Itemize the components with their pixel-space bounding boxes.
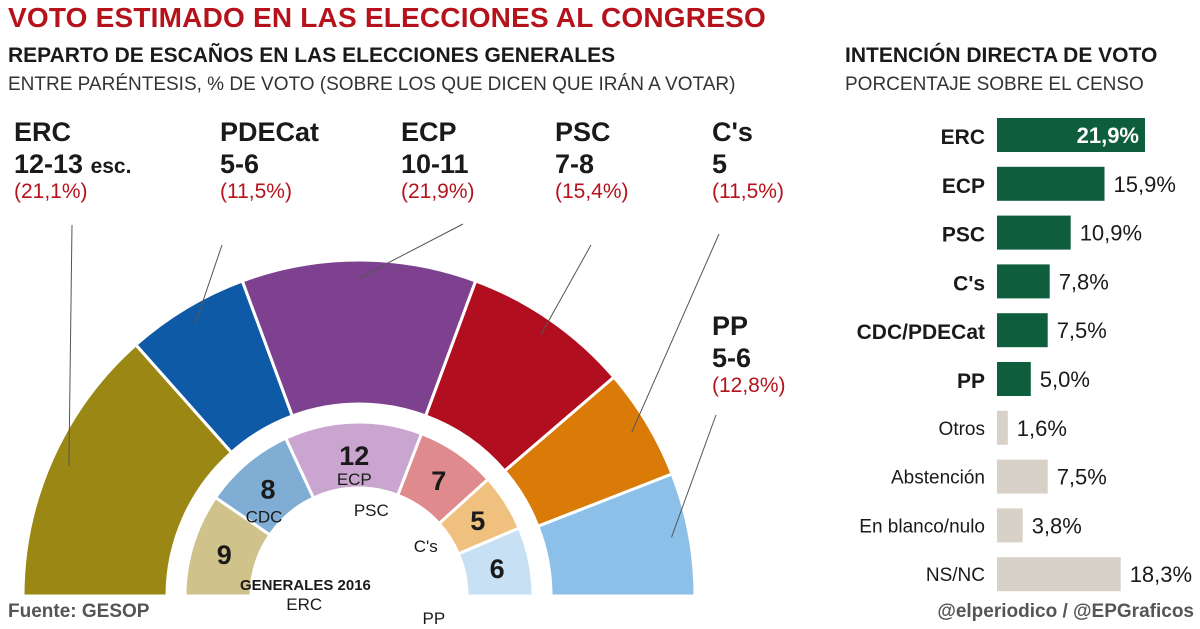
seats-2016-value-erc: 9 xyxy=(217,540,232,570)
party-label-pp: PP 5-6 (12,8%) xyxy=(712,311,786,399)
bar-label-erc: ERC xyxy=(941,126,985,149)
bar-c-s xyxy=(997,264,1050,299)
party-label-erc: ERC 12-13 esc. (21,1%) xyxy=(14,117,131,205)
bar-label-c-s: C's xyxy=(953,272,985,295)
leader-line-pp xyxy=(671,414,717,538)
bar-label-otros: Otros xyxy=(939,419,985,440)
party-name: PP xyxy=(712,311,749,341)
bar-label-pp: PP xyxy=(957,370,985,393)
bar-ns-nc xyxy=(997,557,1121,592)
seats-panel-title: REPARTO DE ESCAÑOS EN LAS ELECCIONES GEN… xyxy=(8,44,616,67)
party-seats: 10-11 xyxy=(401,148,469,179)
party-seats: 7-8 xyxy=(555,148,595,179)
bar-value-ecp: 15,9% xyxy=(1114,172,1176,197)
bar-value-erc: 21,9% xyxy=(1077,123,1139,148)
bar-value-c-s: 7,8% xyxy=(1059,269,1109,294)
party-2016-label-ecp: ECP xyxy=(337,470,372,489)
party-2016-label-c-s: C's xyxy=(414,537,438,556)
seats-2016-value-ecp: 12 xyxy=(339,441,369,471)
party-label-ecp: ECP 10-11 (21,9%) xyxy=(401,117,475,205)
bar-pp xyxy=(997,362,1031,396)
bar-erc xyxy=(997,118,1145,152)
party-vote-pct: (21,1%) xyxy=(14,180,88,204)
seats-value: 12-13 xyxy=(14,148,84,179)
bar-ecp xyxy=(997,166,1105,201)
party-seats: 5-6 xyxy=(220,148,260,179)
party-name: PSC xyxy=(555,117,611,147)
bar-label-cdc-pdecat: CDC/PDECat xyxy=(857,321,985,344)
party-label-cs: C's 5 (11,5%) xyxy=(712,117,784,205)
seats-2016-value-cdc: 8 xyxy=(260,474,275,504)
party-vote-pct: (12,8%) xyxy=(712,374,786,398)
seats-2016-value-c-s: 5 xyxy=(470,506,485,536)
party-seats: 5-6 xyxy=(712,342,752,373)
vote-panel-subtitle: PORCENTAJE SOBRE EL CENSO xyxy=(845,74,1144,95)
bar-value-ns-nc: 18,3% xyxy=(1130,562,1192,587)
party-2016-label-cdc: CDC xyxy=(246,507,283,526)
party-name: ECP xyxy=(401,117,457,147)
leader-line-psc xyxy=(540,244,592,336)
bar-cdc-pdecat xyxy=(997,313,1048,348)
bar-label-ns-nc: NS/NC xyxy=(926,565,985,586)
bar-otros xyxy=(997,410,1008,445)
party-seats: 5 xyxy=(712,148,728,179)
party-seats: 12-13 esc. xyxy=(14,149,131,181)
leader-line-pdecat xyxy=(194,244,223,324)
leader-line-erc xyxy=(68,224,73,466)
source-note: Fuente: GESOP xyxy=(8,601,150,622)
seats-panel-subtitle: ENTRE PARÉNTESIS, % DE VOTO (SOBRE LOS Q… xyxy=(8,74,736,95)
bar-label-abstenci-n: Abstención xyxy=(891,468,985,489)
bar-value-cdc-pdecat: 7,5% xyxy=(1057,318,1107,343)
seat-arc-pp xyxy=(535,472,697,598)
party-name: ERC xyxy=(14,117,72,147)
party-label-psc: PSC 7-8 (15,4%) xyxy=(555,117,629,205)
seats-suffix: esc. xyxy=(90,154,132,178)
bar-value-psc: 10,9% xyxy=(1080,221,1142,246)
party-vote-pct: (15,4%) xyxy=(555,180,629,204)
party-2016-label-erc: ERC xyxy=(286,595,322,614)
seat-arc-2016-pp xyxy=(456,526,535,598)
seats-2016-value-psc: 7 xyxy=(431,466,446,496)
vote-panel-title: INTENCIÓN DIRECTA DE VOTO xyxy=(845,44,1158,67)
bar-en-blanco-nulo xyxy=(997,508,1023,543)
party-name: C's xyxy=(712,117,753,147)
party-vote-pct: (21,9%) xyxy=(401,180,475,204)
party-2016-label-psc: PSC xyxy=(354,501,389,520)
bar-abstenci-n xyxy=(997,459,1048,494)
party-2016-label-pp: PP xyxy=(423,609,446,628)
bar-value-en-blanco-nulo: 3,8% xyxy=(1032,513,1082,538)
party-label-pdecat: PDECat 5-6 (11,5%) xyxy=(220,117,319,205)
leader-line-c-s xyxy=(631,233,720,433)
party-vote-pct: (11,5%) xyxy=(712,180,784,204)
bar-value-pp: 5,0% xyxy=(1040,367,1090,392)
bar-value-otros: 1,6% xyxy=(1017,416,1067,441)
party-vote-pct: (11,5%) xyxy=(220,180,292,204)
seats-2016-value-pp: 6 xyxy=(490,554,505,584)
bar-label-ecp: ECP xyxy=(942,175,985,198)
bar-value-abstenci-n: 7,5% xyxy=(1057,465,1107,490)
party-name: PDECat xyxy=(220,117,320,147)
credit-note: @elperiodico / @EPGraficos xyxy=(937,601,1194,622)
bar-label-psc: PSC xyxy=(942,224,985,247)
inner-ring-title: GENERALES 2016 xyxy=(240,577,371,594)
bar-psc xyxy=(997,215,1071,250)
leader-line-ecp xyxy=(358,223,464,279)
main-title: VOTO ESTIMADO EN LAS ELECCIONES AL CONGR… xyxy=(8,2,766,33)
bar-label-en-blanco-nulo: En blanco/nulo xyxy=(859,516,985,537)
